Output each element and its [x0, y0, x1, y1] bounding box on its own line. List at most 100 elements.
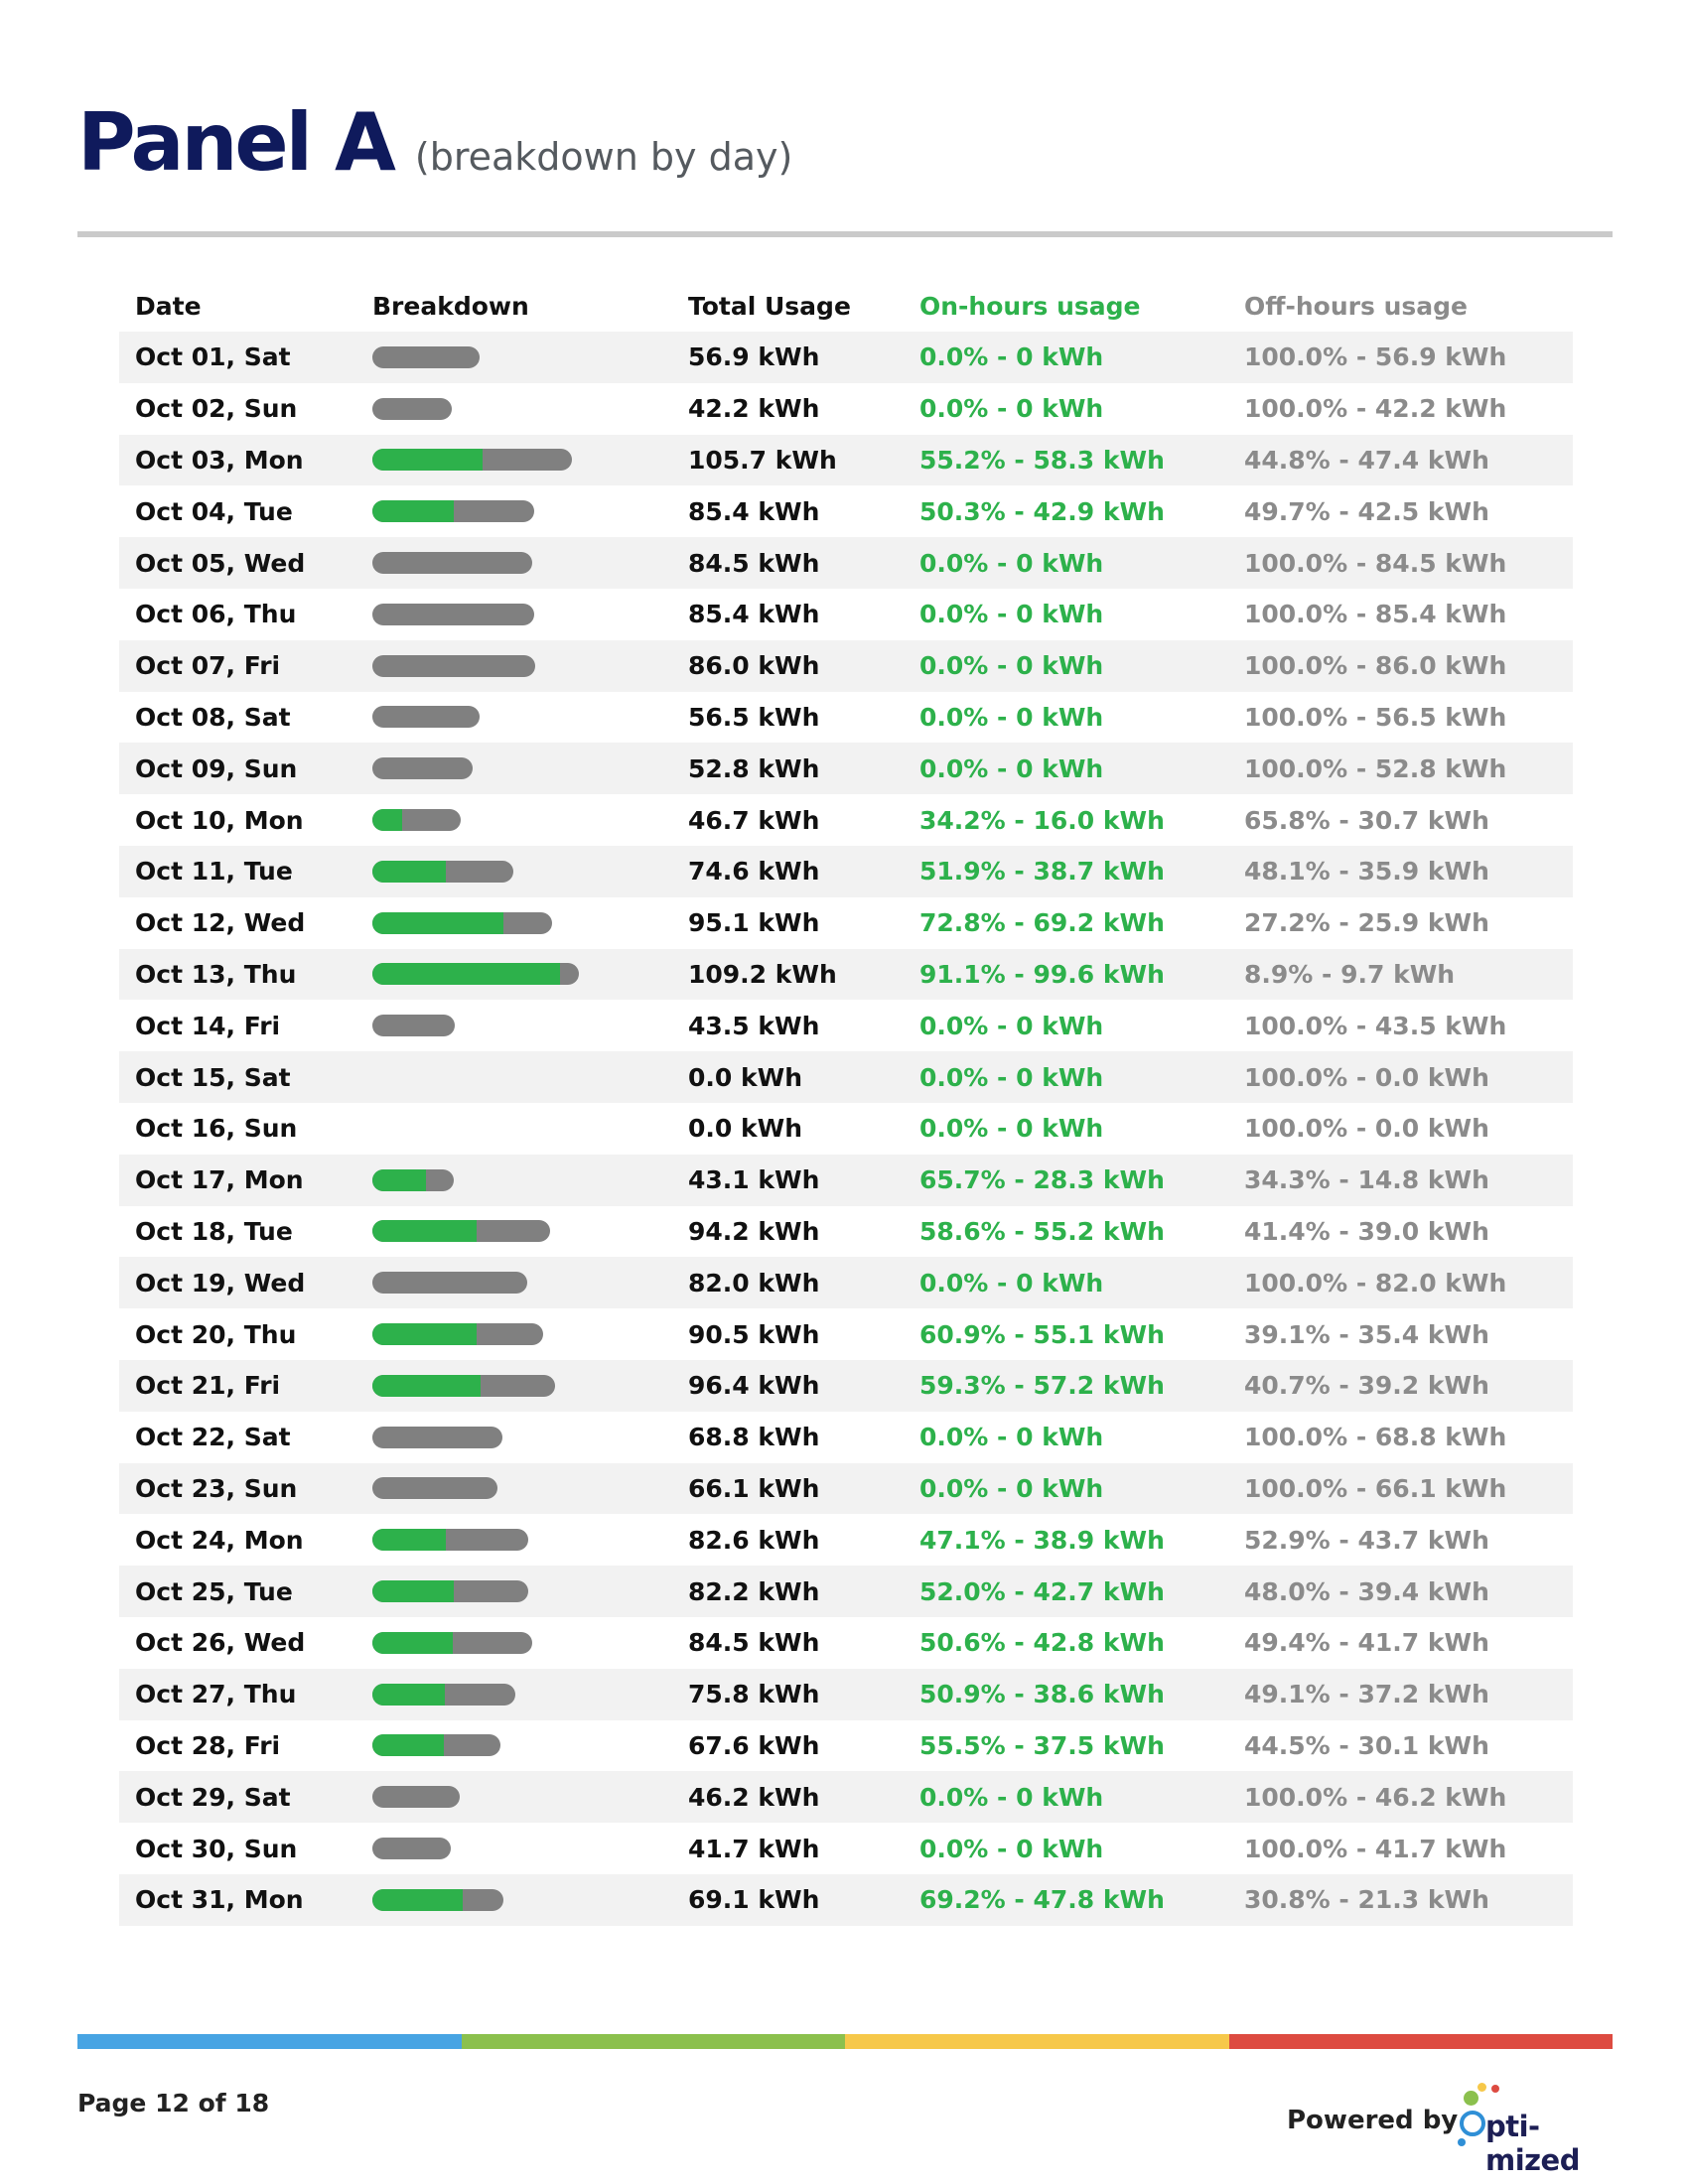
table-row: Oct 18, Tue 94.2 kWh 58.6% - 55.2 kWh 41.4%…	[119, 1206, 1573, 1258]
row-date: Oct 28, Fri	[135, 1730, 281, 1760]
usage-bar	[372, 860, 513, 883]
row-date: Oct 23, Sun	[135, 1473, 298, 1503]
table-row: Oct 03, Mon 105.7 kWh 55.2% - 58.3 kWh 44.8…	[119, 434, 1573, 486]
row-on-hours: 59.3% - 57.2 kWh	[919, 1371, 1165, 1401]
row-on-hours: 50.6% - 42.8 kWh	[919, 1628, 1165, 1658]
table-row: Oct 27, Thu 75.8 kWh 50.9% - 38.6 kWh 49.1%…	[119, 1668, 1573, 1720]
row-on-hours: 0.0% - 0 kWh	[919, 702, 1104, 732]
row-on-hours: 0.0% - 0 kWh	[919, 1114, 1104, 1144]
powered-by-label: Powered by	[1287, 2106, 1459, 2135]
row-total-usage: 109.2 kWh	[688, 959, 837, 989]
row-breakdown	[372, 1888, 688, 1911]
row-date: Oct 29, Sat	[135, 1782, 291, 1812]
row-breakdown	[372, 1323, 688, 1346]
row-off-hours: 100.0% - 68.8 kWh	[1244, 1423, 1507, 1452]
row-total-usage: 56.9 kWh	[688, 342, 820, 372]
usage-bar	[372, 1786, 460, 1809]
row-on-hours: 60.9% - 55.1 kWh	[919, 1319, 1165, 1349]
row-total-usage: 82.2 kWh	[688, 1576, 820, 1606]
table-row: Oct 14, Fri 43.5 kWh 0.0% - 0 kWh 100.0% - …	[119, 1000, 1573, 1051]
row-total-usage: 86.0 kWh	[688, 651, 820, 681]
row-off-hours: 34.3% - 14.8 kWh	[1244, 1165, 1489, 1195]
row-on-hours: 52.0% - 42.7 kWh	[919, 1576, 1165, 1606]
row-total-usage: 84.5 kWh	[688, 1628, 820, 1658]
usage-bar	[372, 1838, 451, 1859]
row-total-usage: 43.5 kWh	[688, 1011, 820, 1040]
row-off-hours: 100.0% - 43.5 kWh	[1244, 1011, 1507, 1040]
usage-bar-on-hours	[372, 1888, 464, 1911]
table-row: Oct 10, Mon 46.7 kWh 34.2% - 16.0 kWh 65.8%…	[119, 794, 1573, 846]
row-total-usage: 0.0 kWh	[688, 1062, 802, 1092]
row-date: Oct 01, Sat	[135, 342, 291, 372]
row-off-hours: 27.2% - 25.9 kWh	[1244, 908, 1489, 938]
usage-bar-on-hours	[372, 449, 483, 472]
row-off-hours: 100.0% - 0.0 kWh	[1244, 1062, 1489, 1092]
usage-bar	[372, 963, 579, 986]
row-breakdown	[372, 1529, 688, 1552]
row-date: Oct 07, Fri	[135, 651, 281, 681]
table-row: Oct 23, Sun 66.1 kWh 0.0% - 0 kWh 100.0% - …	[119, 1462, 1573, 1515]
row-total-usage: 0.0 kWh	[688, 1114, 802, 1144]
row-date: Oct 08, Sat	[135, 702, 291, 732]
usage-bar	[372, 1220, 550, 1243]
row-off-hours: 40.7% - 39.2 kWh	[1244, 1371, 1489, 1401]
row-total-usage: 75.8 kWh	[688, 1680, 820, 1709]
usage-bar	[372, 1323, 543, 1346]
row-date: Oct 31, Mon	[135, 1885, 304, 1915]
table-header: Date Breakdown Total Usage On-hours usag…	[119, 280, 1573, 332]
usage-bar-on-hours	[372, 1374, 482, 1397]
row-date: Oct 19, Wed	[135, 1268, 306, 1297]
row-breakdown	[372, 963, 688, 986]
usage-bar	[372, 654, 535, 677]
usage-bar-on-hours	[372, 1168, 426, 1191]
row-breakdown	[372, 449, 688, 472]
usage-bar	[372, 1888, 503, 1911]
table-row: Oct 24, Mon 82.6 kWh 47.1% - 38.9 kWh 52.9%…	[119, 1514, 1573, 1566]
title-divider	[77, 231, 1613, 237]
row-on-hours: 50.9% - 38.6 kWh	[919, 1680, 1165, 1709]
row-on-hours: 55.5% - 37.5 kWh	[919, 1730, 1165, 1760]
row-off-hours: 100.0% - 52.8 kWh	[1244, 753, 1507, 783]
row-breakdown	[372, 911, 688, 934]
row-total-usage: 90.5 kWh	[688, 1319, 820, 1349]
table-row: Oct 30, Sun 41.7 kWh 0.0% - 0 kWh 100.0% - …	[119, 1823, 1573, 1874]
row-date: Oct 22, Sat	[135, 1423, 291, 1452]
row-date: Oct 04, Tue	[135, 496, 293, 526]
row-date: Oct 25, Tue	[135, 1576, 293, 1606]
row-total-usage: 105.7 kWh	[688, 445, 837, 475]
row-date: Oct 15, Sat	[135, 1062, 291, 1092]
table-row: Oct 08, Sat 56.5 kWh 0.0% - 0 kWh 100.0% - …	[119, 692, 1573, 744]
row-date: Oct 13, Thu	[135, 959, 297, 989]
usage-bar-on-hours	[372, 1580, 454, 1603]
logo-o-ring	[1460, 2111, 1485, 2136]
column-header-on-hours: On-hours usage	[919, 291, 1141, 321]
footer-color-stripe	[77, 2034, 1613, 2049]
row-breakdown	[372, 654, 688, 677]
row-date: Oct 26, Wed	[135, 1628, 306, 1658]
row-off-hours: 100.0% - 0.0 kWh	[1244, 1114, 1489, 1144]
row-off-hours: 52.9% - 43.7 kWh	[1244, 1525, 1489, 1555]
row-on-hours: 47.1% - 38.9 kWh	[919, 1525, 1165, 1555]
table-row: Oct 26, Wed 84.5 kWh 50.6% - 42.8 kWh 49.4%…	[119, 1617, 1573, 1669]
row-total-usage: 96.4 kWh	[688, 1371, 820, 1401]
page-heading: Panel A (breakdown by day)	[77, 103, 792, 183]
row-date: Oct 10, Mon	[135, 805, 304, 835]
usage-bar	[372, 1272, 527, 1295]
row-off-hours: 100.0% - 82.0 kWh	[1244, 1268, 1507, 1297]
row-on-hours: 0.0% - 0 kWh	[919, 1834, 1104, 1863]
row-total-usage: 82.0 kWh	[688, 1268, 820, 1297]
row-total-usage: 52.8 kWh	[688, 753, 820, 783]
row-breakdown	[372, 706, 688, 729]
row-total-usage: 68.8 kWh	[688, 1423, 820, 1452]
row-date: Oct 20, Thu	[135, 1319, 297, 1349]
row-on-hours: 55.2% - 58.3 kWh	[919, 445, 1165, 475]
row-date: Oct 27, Thu	[135, 1680, 297, 1709]
row-on-hours: 0.0% - 0 kWh	[919, 1782, 1104, 1812]
table-row: Oct 22, Sat 68.8 kWh 0.0% - 0 kWh 100.0% - …	[119, 1412, 1573, 1463]
row-date: Oct 21, Fri	[135, 1371, 281, 1401]
usage-bar-on-hours	[372, 1683, 446, 1706]
page-subtitle: (breakdown by day)	[414, 135, 793, 179]
row-total-usage: 46.7 kWh	[688, 805, 820, 835]
logo-dot-red	[1491, 2085, 1499, 2093]
logo-wordmark: pti-mized	[1485, 2110, 1580, 2177]
